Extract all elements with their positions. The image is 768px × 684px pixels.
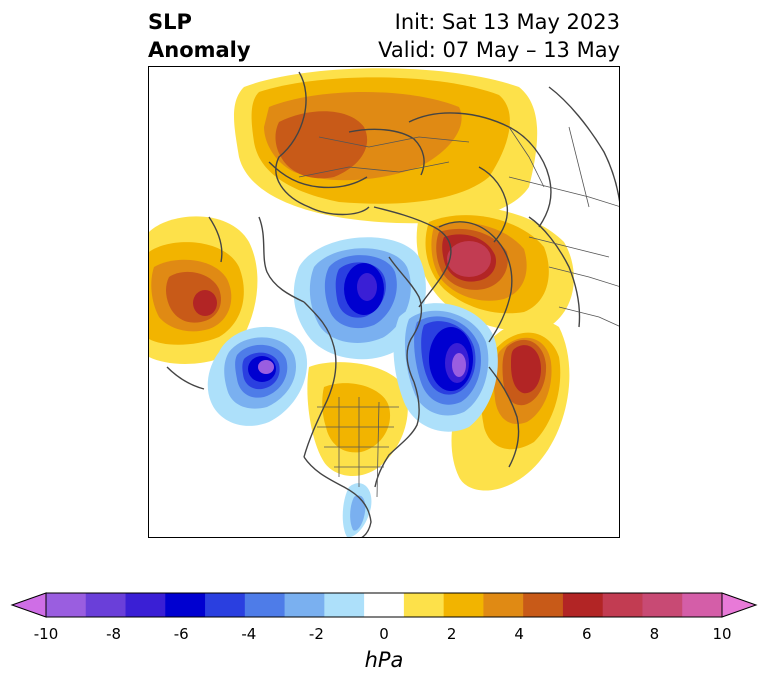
colorbar-segment [125,593,166,617]
colorbar-segment [602,593,643,617]
colorbar-max-extend [721,592,758,618]
colorbar-segment [364,593,405,617]
colorbar-tick-label: -2 [308,625,324,643]
colorbar-segment [85,593,127,617]
valid-range: Valid: 07 May – 13 May [378,38,620,62]
colorbar-tick-label: 10 [712,625,732,643]
title-block-right: Init: Sat 13 May 2023 Valid: 07 May – 13… [378,8,620,64]
colorbar-segment [284,593,325,617]
colorbar-segment [443,593,484,617]
colorbar-segment [46,593,87,617]
colorbar-frame [45,592,723,618]
init-time: Init: Sat 13 May 2023 [394,10,620,34]
colorbar-tick-label: -4 [241,625,257,643]
colorbar-tick-label: 8 [649,625,660,643]
colorbar-tick-label: 6 [582,625,592,643]
positive-anomaly-north-america [307,362,408,477]
colorbar-segment [562,593,604,617]
country-borders [298,126,619,498]
positive-anomaly-eurasia [234,68,538,224]
colorbar-tick-label: -8 [106,625,122,643]
anomaly-map [148,66,620,538]
colorbar-segments [46,593,723,617]
negative-anomaly-pacific [207,326,308,426]
colorbar-tick-label: -10 [33,625,59,643]
colorbar [10,592,758,618]
title-variable: SLP [148,10,192,34]
colorbar-segment [165,593,206,617]
positive-anomaly-pacific [149,216,258,364]
coastlines [166,71,619,537]
colorbar-tick-label: 4 [514,625,524,643]
negative-anomaly-atlantic [393,303,498,432]
colorbar-segment [483,593,524,617]
negative-anomaly-mexico-inner [350,495,366,531]
colorbar-segment [523,593,564,617]
colorbar-segment [682,593,723,617]
title-block-left: SLP Anomaly [148,8,251,64]
colorbar-segment [642,593,683,617]
colorbar-segment [244,593,286,617]
colorbar-segment [403,593,445,617]
colorbar-min-extend [10,592,47,618]
colorbar-unit-label: hPa [364,648,404,672]
colorbar-tick-label: 0 [379,625,389,643]
negative-anomaly-arctic [293,237,426,360]
title-field: Anomaly [148,38,251,62]
colorbar-segment [205,593,246,617]
colorbar-tick-label: 2 [446,625,457,643]
anomaly-map-svg [149,68,619,537]
colorbar-tick-label: -6 [173,625,189,643]
colorbar-segment [324,593,365,617]
positive-anomaly-greenland [416,206,574,331]
